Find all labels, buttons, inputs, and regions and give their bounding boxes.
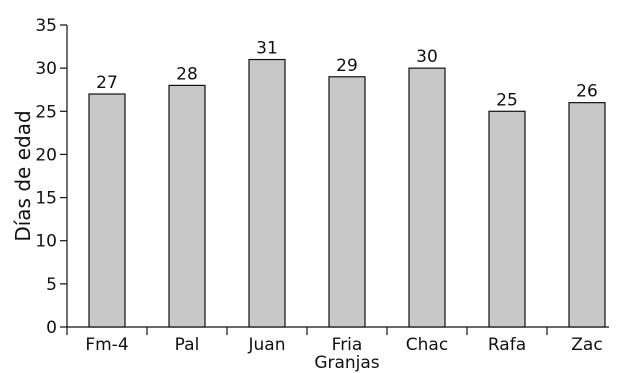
bar <box>568 102 606 328</box>
y-tick-label: 25 <box>35 102 57 122</box>
x-category-label: Pal <box>175 335 200 355</box>
data-label: 29 <box>336 56 358 76</box>
y-tick-label: 30 <box>35 59 57 79</box>
bar <box>488 110 526 328</box>
x-category-label: Rafa <box>488 335 526 355</box>
y-tick-label: 35 <box>35 16 57 36</box>
x-category-label: Fria Granjas <box>314 335 379 373</box>
y-axis-title: Días de edad <box>11 110 35 241</box>
x-category-label: Fm-4 <box>85 335 128 355</box>
y-tick-label: 10 <box>35 232 57 252</box>
data-label: 28 <box>176 64 198 84</box>
x-category-label: Zac <box>571 335 602 355</box>
y-tick-label: 20 <box>35 145 57 165</box>
x-category-label: Juan <box>248 335 286 355</box>
data-label: 27 <box>96 73 118 93</box>
data-label: 30 <box>416 47 438 67</box>
x-category-label: Chac <box>406 335 448 355</box>
bar <box>168 84 206 328</box>
bar <box>328 76 366 328</box>
y-tick-label: 0 <box>46 318 57 338</box>
data-label: 31 <box>256 39 278 59</box>
y-tick-label: 15 <box>35 189 57 209</box>
data-label: 25 <box>496 90 518 110</box>
y-tick-label: 5 <box>46 275 57 295</box>
bar <box>248 58 286 328</box>
plot-area: 0 5 10 15 20 25 30 35 27 Fm-4 28 Pal 31 Juan 29 Fria Gra… <box>35 16 609 373</box>
bar <box>408 67 446 328</box>
data-label: 26 <box>576 82 598 102</box>
bar <box>88 93 126 328</box>
